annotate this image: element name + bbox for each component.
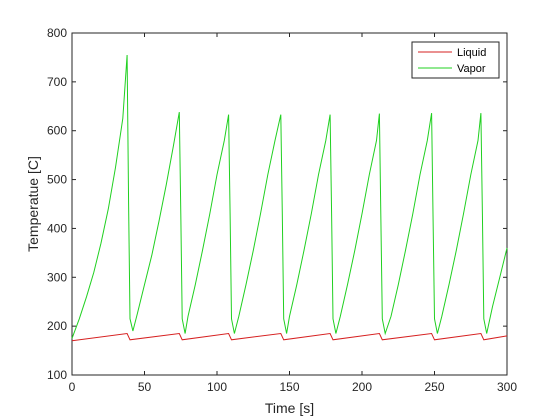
- y-tick-label: 500: [47, 173, 67, 187]
- series-layer: [71, 54, 508, 342]
- y-tick-label: 600: [47, 124, 67, 138]
- plot-area: [71, 32, 508, 376]
- y-tick-label: 200: [47, 319, 67, 333]
- legend-label-liquid: Liquid: [457, 47, 486, 59]
- series-line-vapor: [71, 54, 508, 339]
- y-tick-label: 800: [47, 26, 67, 40]
- y-tick-label: 700: [47, 75, 67, 89]
- y-tick-label: 100: [47, 368, 67, 382]
- x-tick-label: 50: [138, 380, 152, 394]
- x-tick-label: 250: [424, 380, 444, 394]
- legend-label-vapor: Vapor: [457, 63, 486, 75]
- x-axis: 0 50 100 150 200 250 300: [69, 33, 517, 394]
- series-line-liquid: [71, 332, 508, 342]
- x-tick-label: 200: [352, 380, 372, 394]
- x-axis-label: Time [s]: [265, 400, 314, 416]
- y-tick-label: 400: [47, 221, 67, 235]
- legend-box: [411, 41, 500, 79]
- y-tick-label: 300: [47, 270, 67, 284]
- x-tick-label: 150: [279, 380, 299, 394]
- x-tick-label: 100: [207, 380, 227, 394]
- y-axis: 100 200 300 400 500 600 700 800: [47, 26, 507, 382]
- axes-box: [71, 32, 508, 376]
- y-axis-label: Temperatue [C]: [25, 156, 41, 252]
- x-tick-label: 0: [69, 380, 76, 394]
- legend: Liquid Vapor: [411, 41, 500, 79]
- x-tick-label: 300: [497, 380, 517, 394]
